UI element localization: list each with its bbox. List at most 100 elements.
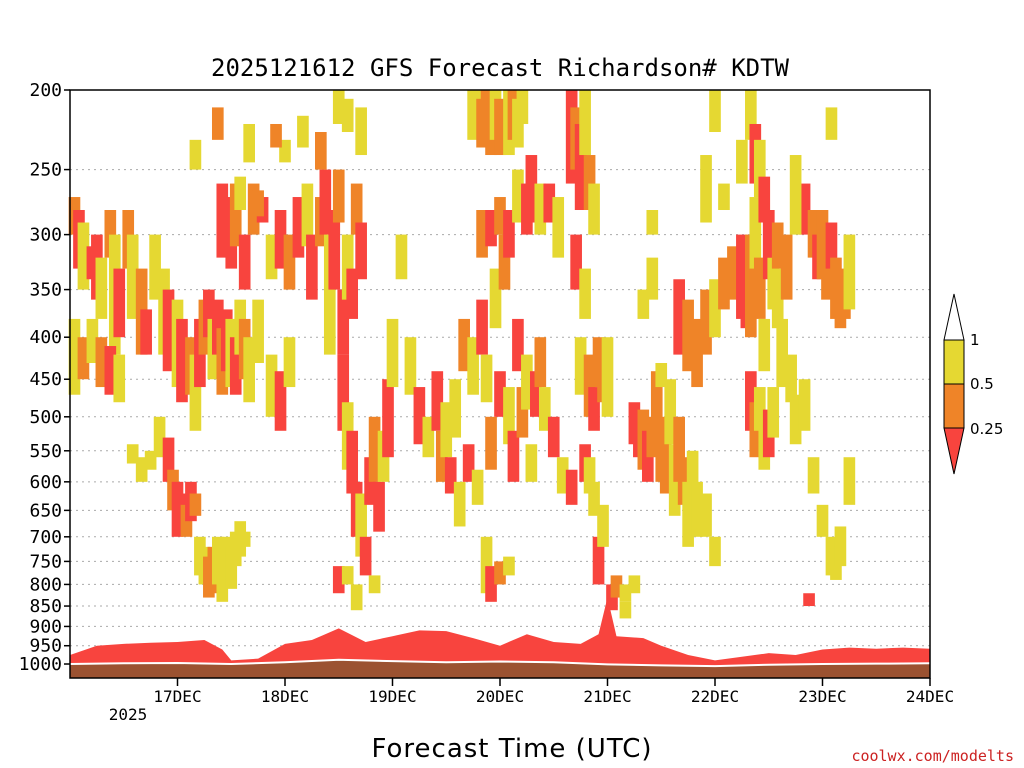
ri-cell — [113, 268, 126, 338]
ri-cell — [503, 387, 515, 445]
ri-cell — [135, 457, 148, 482]
ri-cell — [503, 556, 515, 576]
ri-cell — [373, 481, 385, 532]
ri-cell — [807, 210, 820, 258]
ri-cell — [422, 416, 435, 458]
ri-cell — [480, 536, 493, 594]
ri-cell — [341, 566, 354, 585]
ri-cell — [238, 234, 251, 290]
ri-cell — [283, 234, 296, 290]
ri-cell — [758, 176, 771, 223]
ri-cell — [521, 354, 533, 410]
ri-cell — [664, 379, 677, 445]
ri-cell — [243, 337, 255, 403]
ri-cell — [350, 584, 363, 611]
ri-cell — [588, 183, 600, 235]
y-tick-label-650: 650 — [29, 500, 62, 521]
ri-cell — [753, 257, 766, 319]
ri-cell — [718, 257, 730, 310]
ri-cell — [798, 379, 811, 431]
ri-cell — [355, 107, 367, 156]
ri-cell — [386, 318, 399, 388]
ri-cell — [709, 279, 721, 338]
richardson-cells — [68, 90, 856, 619]
ri-cell — [144, 450, 157, 470]
ri-cell — [444, 457, 457, 494]
ri-cell — [480, 354, 493, 403]
ri-cell — [592, 536, 605, 585]
ri-cell — [328, 210, 341, 290]
y-tick-label-400: 400 — [29, 327, 62, 348]
ri-cell — [718, 183, 730, 211]
ri-cell — [803, 593, 815, 607]
ri-cell — [476, 210, 488, 258]
legend: 1 0.5 0.25 — [943, 293, 1003, 475]
ri-cell — [525, 155, 538, 223]
ri-cell — [440, 402, 453, 458]
ri-cell — [431, 371, 444, 431]
legend-label-0-5: 0.5 — [970, 375, 994, 393]
ri-cell — [637, 289, 650, 319]
x-axis: 17DEC 18DEC 19DEC 20DEC 21DEC 22DEC 23DEC 24DEC — [153, 678, 954, 706]
ri-cell — [825, 107, 838, 140]
ri-cell — [467, 337, 479, 395]
ri-cell — [579, 268, 591, 319]
ri-cell — [798, 183, 811, 235]
ri-cell — [95, 257, 108, 319]
x-tick-label-24DEC: 24DEC — [906, 687, 954, 706]
chart-title: 2025121612 GFS Forecast Richardson# KDTW — [211, 54, 790, 82]
ri-cell — [583, 457, 596, 494]
ri-cell — [677, 457, 690, 505]
ri-cell — [315, 132, 327, 170]
legend-bottom-arrow — [943, 427, 965, 475]
ri-cell — [745, 90, 757, 140]
ri-cell — [485, 566, 497, 602]
ri-cell — [355, 222, 367, 280]
ri-cell — [189, 139, 202, 170]
ri-cell — [216, 183, 229, 258]
ri-cell — [780, 234, 793, 300]
ri-cell — [785, 354, 797, 403]
ri-cell — [126, 444, 139, 464]
ri-cell — [140, 309, 152, 355]
ri-cell — [834, 268, 847, 329]
ri-cell — [395, 234, 408, 280]
ri-cell — [449, 379, 462, 438]
y-tick-label-900: 900 — [29, 616, 62, 637]
ri-cell — [825, 222, 838, 269]
ri-cell — [337, 289, 350, 355]
y-tick-label-950: 950 — [29, 636, 62, 657]
ri-cell — [471, 469, 484, 505]
ri-cell — [691, 481, 703, 537]
ri-cell — [583, 354, 596, 417]
x-tick-label-19DEC: 19DEC — [368, 687, 416, 706]
ri-cell — [709, 90, 721, 133]
x-year-label: 2025 — [109, 705, 148, 724]
y-tick-label-1000: 1000 — [19, 654, 62, 675]
ri-cell — [650, 371, 663, 431]
ri-cell — [341, 98, 354, 133]
ri-cell — [659, 430, 672, 494]
ri-cell — [507, 430, 520, 482]
ri-cell — [337, 354, 350, 431]
ri-cell — [368, 575, 381, 594]
x-axis-label: Forecast Time (UTC) — [371, 734, 652, 764]
ri-cell — [516, 387, 529, 438]
ri-cell — [843, 457, 856, 505]
ri-cell — [485, 416, 497, 470]
ri-cell — [646, 210, 659, 235]
ri-cell — [68, 318, 81, 395]
ri-cell — [516, 90, 529, 124]
pbl-area — [70, 597, 930, 667]
legend-label-1: 1 — [970, 331, 980, 349]
ri-cell — [574, 123, 587, 211]
ri-cell — [700, 493, 712, 537]
ri-cell — [252, 190, 264, 217]
ri-cell — [579, 90, 591, 156]
ri-cell — [404, 337, 417, 395]
surface-line — [69, 658, 931, 668]
ri-cell — [297, 115, 309, 148]
x-tick-label-20DEC: 20DEC — [476, 687, 524, 706]
ri-cell — [368, 416, 381, 482]
ri-cell — [534, 337, 547, 388]
